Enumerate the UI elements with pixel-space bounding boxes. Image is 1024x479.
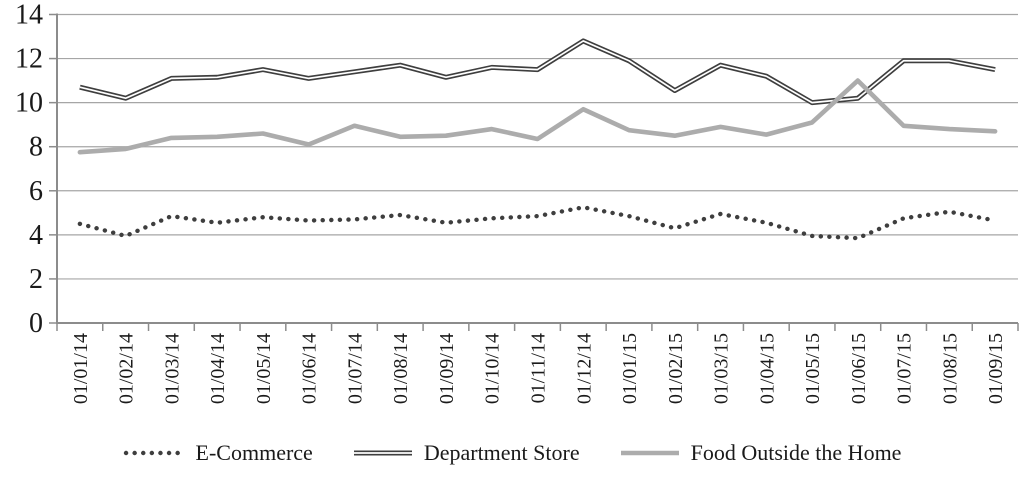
x-tick-label: 01/05/14: [253, 333, 275, 404]
x-tick-label: 01/03/15: [711, 333, 733, 404]
x-tick-label: 01/06/14: [299, 333, 321, 404]
legend-item-food-outside-the-home: Food Outside the Home: [618, 440, 902, 466]
legend-swatch-double-icon: [353, 450, 412, 456]
chart-legend: E-Commerce Department Store Food Outside t…: [0, 431, 1024, 475]
legend-item-e-commerce: E-Commerce: [123, 440, 313, 466]
x-tick-label: 01/07/15: [894, 333, 916, 404]
series-line-department-store: [79, 38, 996, 106]
x-tick-label: 01/12/14: [573, 333, 595, 404]
x-tick-label: 01/03/14: [161, 333, 183, 404]
x-tick-label: 01/04/15: [756, 333, 778, 404]
x-tick-label: 01/06/15: [848, 333, 870, 404]
legend-swatch-solid-icon: [620, 450, 679, 456]
series-line-food-outside-the-home: [77, 78, 998, 155]
y-tick-label: 14: [15, 0, 43, 31]
legend-label: Department Store: [423, 440, 580, 465]
y-tick-label: 8: [29, 132, 43, 163]
x-tick-label: 01/08/15: [939, 333, 961, 404]
x-tick-label: 01/10/14: [482, 333, 504, 404]
y-tick-label: 12: [15, 44, 43, 75]
y-tick-label: 2: [29, 264, 43, 295]
x-tick-label: 01/01/15: [619, 333, 641, 404]
y-tick-label: 6: [29, 176, 43, 207]
series-line-department-store-core: [79, 40, 996, 104]
chart-canvas: 0 2 4 6 8 10 12 14 01/01/14 01/02/14 01/03/14 01/04…: [15, 0, 1019, 404]
x-tick-label: 01/09/14: [436, 333, 458, 404]
legend-label: Food Outside the Home: [690, 440, 902, 465]
x-tick-label: 01/08/14: [390, 333, 412, 404]
x-tick-label: 01/01/14: [70, 333, 92, 404]
x-tick-label: 01/05/15: [802, 333, 824, 404]
x-tick-label: 01/02/15: [665, 333, 687, 404]
x-tick-label: 01/04/14: [207, 333, 229, 404]
x-tick-label: 01/11/14: [528, 333, 550, 403]
series-line-e-commerce: [77, 205, 998, 241]
x-tick-label: 01/07/14: [344, 333, 366, 404]
legend-swatch-dotted-icon: [123, 450, 186, 456]
y-tick-label: 4: [29, 220, 43, 251]
x-tick-label: 01/02/14: [116, 333, 138, 404]
x-tick-label: 01/09/15: [985, 333, 1007, 404]
legend-label: E-Commerce: [195, 440, 313, 465]
legend-item-department-store: Department Store: [351, 440, 580, 466]
y-tick-label: 10: [15, 88, 43, 119]
y-tick-label: 0: [29, 308, 43, 339]
